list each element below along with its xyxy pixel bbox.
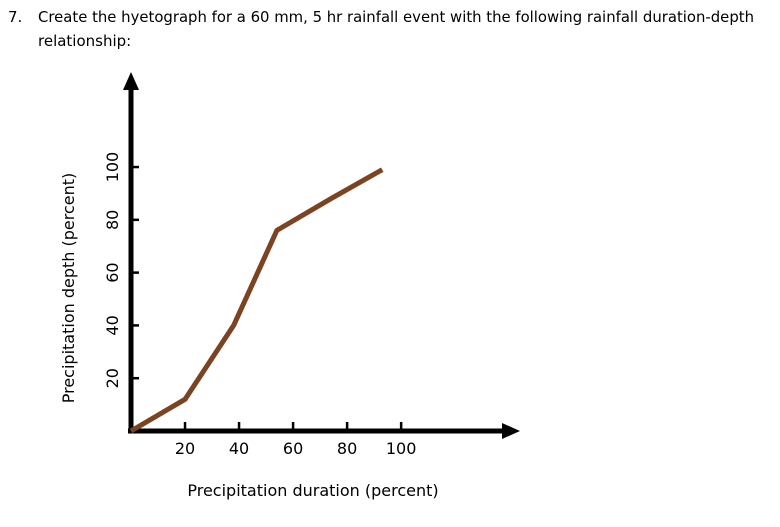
x-tick-label: 20 (175, 439, 195, 458)
y-tick-label: 100 (103, 152, 122, 183)
x-tick-label: 80 (337, 439, 357, 458)
y-tick-label: 60 (103, 262, 122, 282)
y-axis-arrow (123, 72, 139, 90)
y-tick-label: 20 (103, 368, 122, 388)
question-number: 7. (8, 8, 22, 26)
y-tick-label: 80 (103, 210, 122, 230)
y-axis-label: Precipitation depth (percent) (59, 173, 78, 404)
x-tick-label: 100 (386, 439, 417, 458)
x-axis-arrow (502, 423, 520, 439)
x-axis-label: Precipitation duration (percent) (187, 481, 438, 500)
x-tick-label: 60 (283, 439, 303, 458)
question-text: relationship: (38, 32, 131, 50)
chart: 20 40 60 80 100 20 40 60 80 100 Precipitation dura… (59, 72, 520, 500)
question-text: Create the hyetograph for a 60 mm, 5 hr … (38, 8, 754, 26)
data-line (129, 167, 384, 434)
x-tick-label: 40 (229, 439, 249, 458)
y-tick-label: 40 (103, 315, 122, 335)
